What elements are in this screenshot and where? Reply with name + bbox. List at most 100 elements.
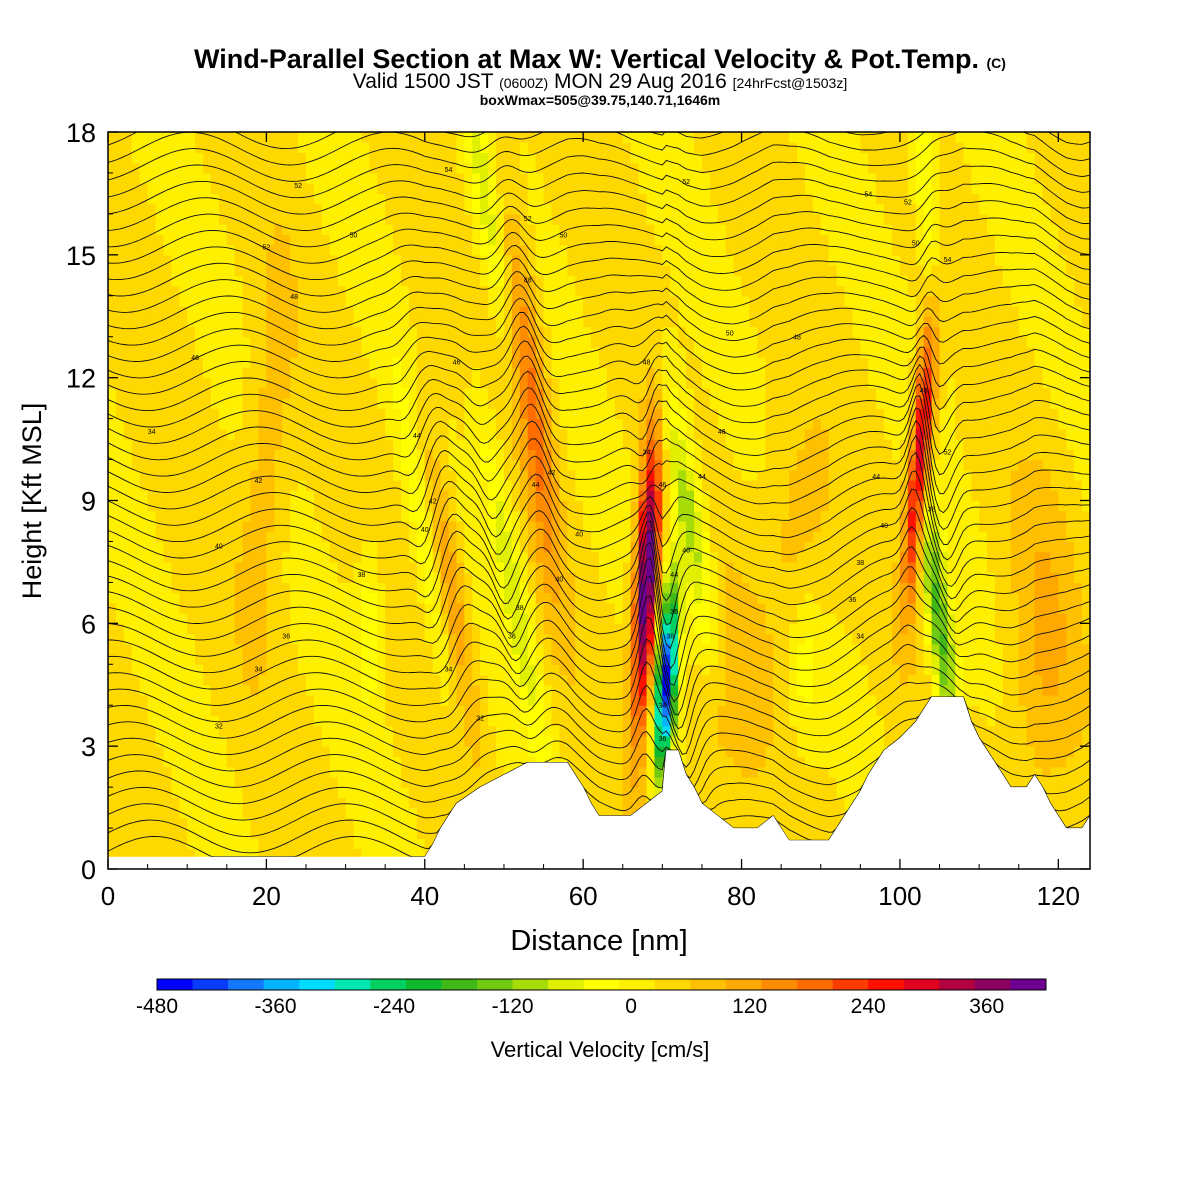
colorbar-tick-label: 360 — [969, 995, 1005, 1018]
colorbar-swatch — [228, 979, 264, 990]
colorbar-swatch — [1010, 979, 1047, 990]
theta-label: 44 — [532, 482, 540, 489]
theta-label: 44 — [413, 433, 421, 440]
theta-label: 50 — [726, 331, 734, 338]
theta-label: 50 — [350, 232, 358, 239]
theta-label: 44 — [670, 572, 678, 579]
forecast-info: [24hrFcst@1503z] — [732, 75, 848, 91]
colorbar-swatch — [512, 979, 549, 990]
colorbar-swatch — [690, 979, 727, 990]
theta-label: 34 — [643, 449, 651, 456]
theta-label: 34 — [659, 703, 667, 710]
colorbar-tick-label: 240 — [850, 995, 886, 1018]
colorbar-tick-label: 0 — [625, 995, 637, 1018]
colorbar-swatch — [868, 979, 905, 990]
y-tick-label: 18 — [66, 118, 96, 148]
colorbar-swatch — [370, 979, 407, 990]
theta-label: 36 — [849, 597, 857, 604]
theta-label: 48 — [643, 359, 651, 366]
theta-label: 44 — [872, 474, 880, 481]
theta-label: 34 — [148, 429, 156, 436]
colorbar-swatch — [405, 979, 442, 990]
theta-label: 34 — [255, 666, 263, 673]
colorbar-swatch — [832, 979, 869, 990]
x-tick-label: 0 — [101, 881, 115, 911]
box-wmax-line: boxWmax=505@39.75,140.71,1646m — [479, 92, 721, 108]
x-tick-label: 100 — [878, 881, 921, 911]
theta-label: 32 — [215, 724, 223, 731]
chart-title: Wind-Parallel Section at Max W: Vertical… — [0, 44, 1200, 75]
theta-label: 40 — [880, 523, 888, 530]
theta-label: 40 — [575, 531, 583, 538]
theta-label: 46 — [659, 482, 667, 489]
theta-label: 34 — [856, 634, 864, 641]
x-axis: 0 20 40 60 80 100 120 — [101, 132, 1080, 911]
colorbar-title: Vertical Velocity [cm/s] — [490, 1037, 710, 1062]
theta-label: 54 — [445, 167, 453, 174]
theta-label: 54 — [944, 257, 952, 264]
y-axis-label: Height [Kft MSL] — [17, 403, 47, 600]
colorbar-swatch — [903, 979, 940, 990]
colorbar-swatch — [192, 979, 229, 990]
colorbar-swatch — [334, 979, 371, 990]
velocity-field — [108, 132, 1090, 869]
theta-label: 36 — [659, 736, 667, 743]
theta-label: 52 — [904, 200, 912, 207]
colorbar-tick-label: -480 — [135, 995, 179, 1018]
colorbar-swatch — [974, 979, 1011, 990]
theta-label: 42 — [548, 470, 556, 477]
theta-label: 40 — [421, 527, 429, 534]
x-tick-label: 120 — [1037, 881, 1080, 911]
colorbar-swatch — [477, 979, 513, 990]
y-tick-label: 0 — [81, 855, 96, 885]
colorbar-swatch — [263, 979, 300, 990]
theta-label: 32 — [476, 716, 484, 723]
x-axis-label: Distance [nm] — [510, 925, 687, 957]
theta-label: 46 — [453, 359, 461, 366]
valid-time: Valid 1500 JST — [352, 70, 494, 93]
theta-label: 54 — [864, 191, 872, 198]
theta-label: 52 — [944, 449, 952, 456]
colorbar-swatch — [441, 979, 478, 990]
theta-label: 42 — [255, 478, 263, 485]
theta-label: 36 — [282, 634, 290, 641]
colorbar-swatch — [157, 979, 193, 990]
colorbar-swatch — [619, 979, 656, 990]
chart-title-main: Wind-Parallel Section at Max W: Vertical… — [194, 44, 979, 74]
theta-label: 38 — [928, 507, 936, 514]
theta-label: 48 — [524, 277, 532, 284]
colorbar-swatch — [939, 979, 976, 990]
theta-label: 46 — [920, 388, 928, 395]
theta-label: 42 — [429, 499, 437, 506]
valid-date: MON 29 Aug 2016 — [553, 70, 727, 93]
theta-label: 48 — [290, 294, 298, 301]
theta-label: 38 — [516, 605, 524, 612]
y-tick-label: 6 — [81, 609, 96, 639]
colorbar-tick-label: -240 — [373, 995, 416, 1018]
valid-zulu: (0600Z) — [499, 75, 549, 91]
theta-label: 40 — [215, 544, 223, 551]
valid-line: Valid 1500 JST (0600Z) MON 29 Aug 2016 [… — [0, 70, 1200, 94]
colorbar — [156, 978, 1047, 991]
theta-label: 36 — [670, 609, 678, 616]
theta-label: 50 — [912, 241, 920, 248]
colorbar-swatch — [654, 979, 691, 990]
theta-label: 44 — [698, 474, 706, 481]
colorbar-swatch — [761, 979, 798, 990]
theta-label: 46 — [718, 429, 726, 436]
theta-label: 38 — [666, 634, 674, 641]
colorbar-swatch — [583, 979, 620, 990]
theta-label: 50 — [560, 232, 568, 239]
x-tick-label: 40 — [410, 881, 439, 911]
theta-label: 40 — [556, 576, 564, 583]
colorbar-swatch — [548, 979, 585, 990]
x-tick-label: 20 — [252, 881, 281, 911]
colorbar-swatch — [299, 979, 336, 990]
theta-label: 52 — [682, 179, 690, 186]
colorbar-frame — [156, 978, 1047, 991]
y-tick-label: 12 — [66, 364, 96, 394]
theta-label: 40 — [682, 548, 690, 555]
colorbar-tick-label: 120 — [732, 995, 768, 1018]
x-tick-label: 80 — [727, 881, 756, 911]
